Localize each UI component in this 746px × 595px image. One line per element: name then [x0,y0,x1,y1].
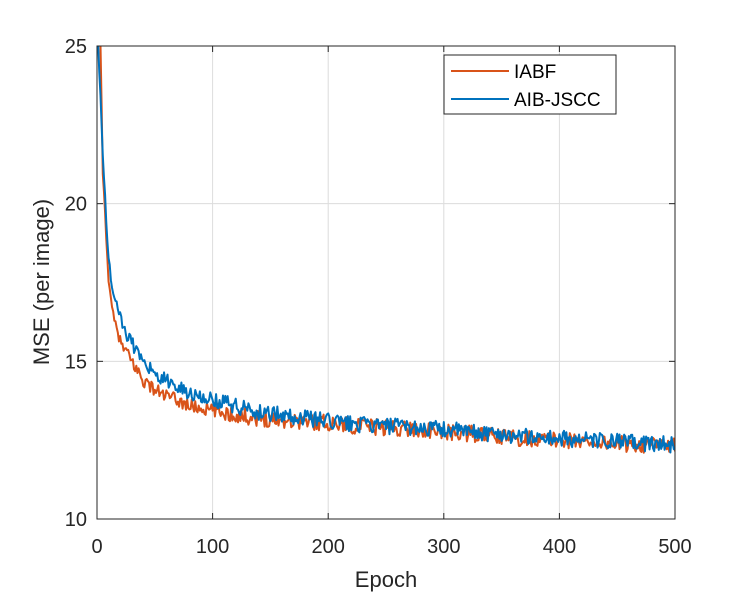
series-line-iabf [99,46,675,454]
plot-area [97,46,675,519]
ticks: 0 100 200 300 400 500 10 15 20 25 [65,36,692,558]
legend: IABF AIB-JSCC [443,54,617,115]
y-tick-label: 25 [65,36,87,58]
y-tick-label: 15 [65,351,87,373]
x-tick-label: 300 [427,536,460,558]
x-tick-label: 400 [543,536,576,558]
series-layer [97,46,675,454]
legend-label-iabf: IABF [514,62,556,83]
y-tick-label: 20 [65,194,87,216]
x-tick-label: 500 [658,536,691,558]
x-axis-title: Epoch [355,567,417,592]
x-tick-label: 0 [91,536,102,558]
plot-frame [96,45,676,520]
grid [97,46,675,519]
y-axis-title: MSE (per image) [29,199,54,365]
series-line-aib-jscc [97,46,675,454]
legend-label-aib-jscc: AIB-JSCC [514,90,601,111]
x-tick-label: 100 [196,536,229,558]
y-tick-label: 10 [65,509,87,531]
x-tick-label: 200 [312,536,345,558]
legend-box [443,54,617,115]
